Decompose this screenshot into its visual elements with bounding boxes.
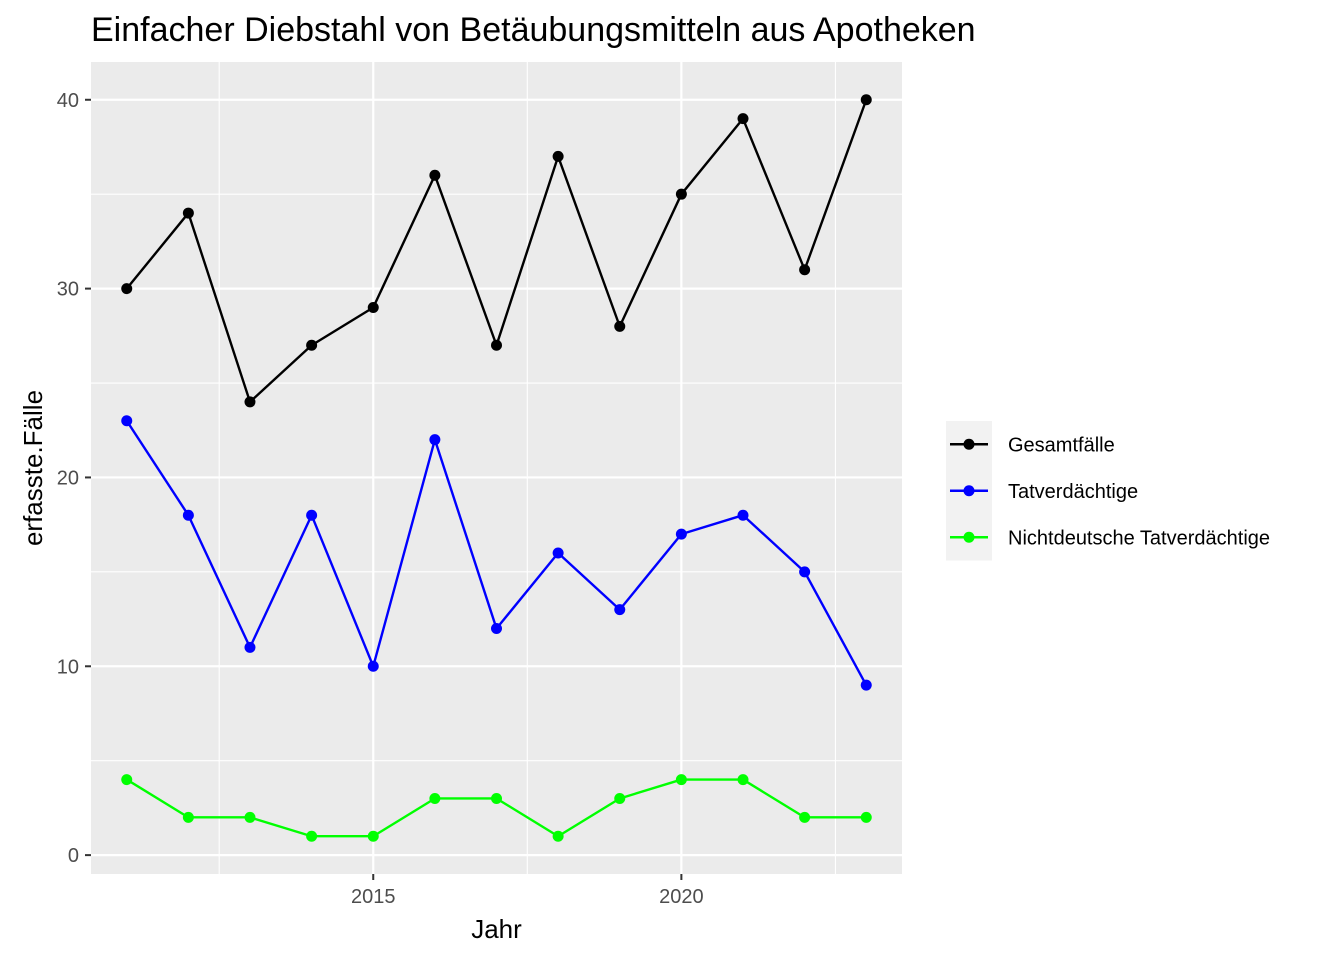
data-point (799, 264, 811, 276)
data-point (182, 509, 194, 521)
data-point (429, 434, 441, 446)
data-point (121, 283, 133, 295)
x-tick-label: 2020 (659, 886, 704, 908)
data-point (737, 113, 749, 125)
axis-ticks: 2015 2020 0 10 20 30 40 (57, 90, 704, 908)
data-point (306, 339, 318, 351)
y-tick-label: 10 (57, 656, 79, 678)
y-tick-label: 0 (68, 845, 79, 867)
data-point (182, 811, 194, 823)
data-point (491, 339, 502, 351)
series-layer (121, 94, 872, 842)
data-point (860, 679, 872, 691)
legend: Gesamtfälle Tatverdächtige Nichtdeutsche T… (946, 421, 1270, 561)
data-point (799, 811, 811, 823)
plot-panel (91, 62, 902, 874)
legend-label: Tatverdächtige (1008, 481, 1138, 503)
y-tick-label: 30 (57, 279, 79, 301)
data-point (614, 604, 626, 616)
data-point (675, 774, 687, 786)
data-point (121, 415, 133, 427)
data-point (306, 509, 318, 521)
data-point (614, 320, 626, 332)
x-tick-label: 2015 (351, 886, 396, 908)
chart-title: Einfacher Diebstahl von Betäubungsmittel… (91, 11, 976, 49)
data-point (244, 641, 256, 653)
data-point (860, 94, 872, 106)
data-point (429, 792, 441, 804)
data-point (367, 660, 379, 672)
legend-key-point (963, 438, 975, 450)
data-point (491, 623, 502, 635)
data-point (675, 528, 687, 540)
legend-key-point (963, 531, 975, 543)
data-point (182, 207, 194, 219)
data-point (306, 830, 318, 842)
data-point (737, 774, 749, 786)
legend-label: Gesamtfälle (1008, 434, 1115, 456)
y-axis-title: erfasste.Fälle (18, 390, 48, 546)
data-point (552, 547, 564, 559)
data-point (244, 811, 256, 823)
legend-key-point (963, 485, 975, 497)
data-point (367, 830, 379, 842)
data-point (491, 792, 502, 804)
data-point (799, 566, 811, 578)
data-point (860, 811, 872, 823)
grid-major (91, 62, 902, 874)
x-axis-title: Jahr (471, 914, 522, 944)
y-tick-label: 40 (57, 90, 79, 112)
grid-minor (91, 62, 902, 874)
data-point (737, 509, 749, 521)
data-point (367, 301, 379, 313)
data-point (675, 188, 687, 200)
data-point (552, 830, 564, 842)
y-tick-label: 20 (57, 467, 79, 489)
data-point (121, 774, 133, 786)
data-point (244, 396, 256, 408)
data-point (552, 150, 564, 162)
data-point (614, 792, 626, 804)
data-point (429, 169, 441, 181)
legend-label: Nichtdeutsche Tatverdächtige (1008, 527, 1270, 549)
